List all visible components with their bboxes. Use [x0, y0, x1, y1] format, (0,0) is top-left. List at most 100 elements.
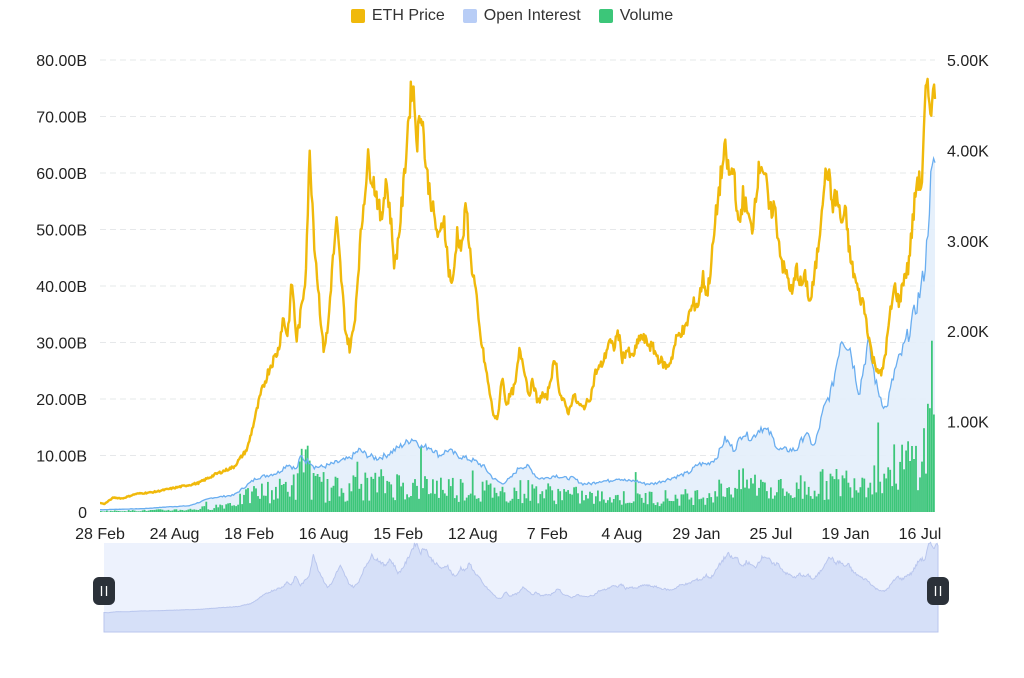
volume-bar [493, 487, 496, 512]
right-axis: 1.00K 2.00K 3.00K 4.00K 5.00K [947, 53, 989, 432]
volume-bar [175, 509, 178, 512]
volume-bar [461, 482, 464, 512]
navigator-handle-left-grip[interactable] [93, 577, 115, 605]
volume-bar [756, 495, 758, 512]
volume-bar [217, 507, 220, 512]
volume-bar [328, 500, 331, 512]
volume-bar [549, 486, 552, 512]
volume-bar [139, 511, 142, 512]
volume-bar [690, 497, 693, 512]
open-interest-area [100, 158, 935, 512]
volume-bar [849, 487, 852, 512]
volume-bar [205, 501, 208, 512]
volume-bar [201, 506, 204, 512]
volume-bar [839, 496, 842, 512]
volume-bar [684, 489, 687, 512]
range-navigator[interactable] [93, 541, 949, 633]
volume-bar [455, 495, 458, 512]
volume-bar [601, 491, 603, 512]
volume-bar [817, 493, 820, 512]
volume-bar [708, 493, 711, 512]
volume-bar [787, 493, 790, 512]
volume-bar [855, 490, 858, 512]
volume-bar [636, 493, 639, 512]
volume-bar [173, 509, 176, 512]
volume-bar [905, 450, 907, 512]
volume-bar [915, 445, 917, 512]
navigator-handle-right[interactable] [927, 577, 949, 605]
volume-bar [614, 495, 617, 512]
volume-bar [165, 510, 168, 512]
volume-bar [121, 511, 124, 512]
volume-bar [845, 470, 848, 512]
volume-bar [449, 486, 452, 512]
volume-bar [193, 509, 196, 512]
volume-bar [750, 478, 752, 512]
volume-bar [547, 483, 550, 512]
volume-bar [400, 486, 402, 512]
volume-bar [789, 495, 792, 512]
volume-bar [670, 501, 673, 512]
volume-bar [265, 495, 267, 512]
volume-bar [324, 502, 327, 512]
open-interest-line[interactable] [100, 155, 936, 511]
volume-bar [229, 503, 231, 512]
volume-bar [607, 500, 609, 512]
volume-bar [688, 499, 691, 512]
volume-bar [314, 475, 317, 512]
left-axis-tick-label: 20.00B [36, 392, 87, 409]
volume-bar [157, 509, 160, 512]
volume-bar [738, 469, 740, 512]
volume-bar [595, 496, 597, 512]
volume-bar [290, 485, 293, 512]
volume-bar [766, 491, 768, 512]
volume-bar [354, 476, 357, 512]
volume-bar [368, 500, 371, 512]
x-axis-tick-label: 28 Feb [75, 526, 125, 543]
volume-bar [181, 510, 184, 512]
volume-bar [700, 498, 703, 512]
navigator-handle-left[interactable] [93, 577, 115, 605]
volume-bar [742, 468, 744, 512]
volume-bar [408, 497, 410, 512]
volume-bar [233, 505, 235, 512]
volume-bar [686, 493, 689, 512]
volume-bar [372, 478, 375, 512]
legend-item-open-interest[interactable]: Open Interest [462, 7, 581, 25]
volume-bar [835, 469, 838, 512]
volume-bar [239, 493, 241, 512]
volume-bar [457, 501, 460, 512]
volume-bar [386, 480, 389, 512]
volume-bar [658, 506, 661, 512]
volume-bar [195, 509, 198, 512]
volume-bar [189, 508, 192, 512]
volume-bar [509, 500, 512, 512]
volume-bar [620, 504, 623, 512]
volume-bar [676, 498, 679, 512]
volume-bar [322, 472, 325, 512]
volume-bar [899, 461, 901, 512]
legend-item-eth-price[interactable]: ETH Price [350, 7, 445, 25]
volume-bar [302, 472, 305, 512]
navigator-handle-right-grip[interactable] [927, 577, 949, 605]
volume-bar [346, 500, 349, 512]
volume-bar [873, 465, 876, 512]
volume-bar [109, 510, 112, 512]
volume-bar [662, 501, 665, 512]
volume-bar [384, 493, 387, 512]
volume-bar [720, 483, 723, 512]
volume-bar [211, 509, 214, 512]
volume-bar [286, 491, 289, 512]
volume-bar [925, 473, 927, 512]
eth-price-line[interactable] [99, 77, 937, 506]
volume-bar [340, 488, 343, 512]
left-axis-tick-label: 30.00B [36, 336, 87, 353]
volume-bar [718, 479, 721, 512]
volume-bar [348, 483, 351, 512]
legend-item-volume[interactable]: Volume [598, 7, 673, 25]
volume-bar [660, 503, 663, 512]
volume-bar [197, 510, 200, 512]
volume-bar [760, 479, 762, 512]
volume-bar [155, 509, 158, 512]
volume-bar [276, 498, 279, 512]
